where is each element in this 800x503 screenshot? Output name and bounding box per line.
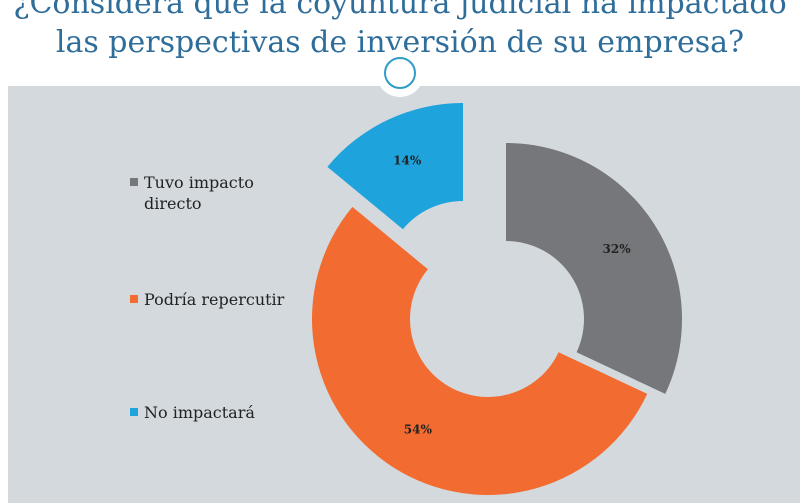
legend-label-tuvo-impacto: Tuvo impacto directo <box>144 173 254 213</box>
data-label-no-impactara: 14% <box>393 153 422 167</box>
donut-slice-no-impactara <box>327 103 463 230</box>
donut-slice-tuvo-impacto <box>506 143 682 394</box>
decorative-ring-icon <box>384 57 416 89</box>
data-label-tuvo-impacto: 32% <box>603 242 632 256</box>
legend-swatch-podria-repercutir <box>130 295 138 303</box>
data-label-podria-repercutir: 54% <box>404 423 433 437</box>
legend-swatch-no-impactara <box>130 408 138 416</box>
legend-swatch-tuvo-impacto <box>130 178 138 186</box>
chart-title-line-1: ¿Considera que la coyuntura judicial ha … <box>13 0 787 21</box>
legend-label-no-impactara: No impactará <box>144 403 255 422</box>
legend-label-podria-repercutir: Podría repercutir <box>144 290 285 309</box>
donut-slice-podria-repercutir <box>312 206 648 495</box>
